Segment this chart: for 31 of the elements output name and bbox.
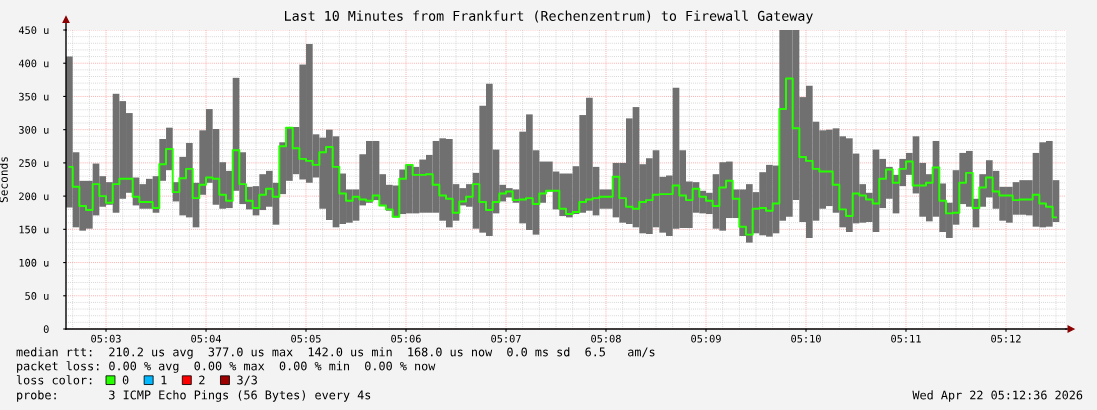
x-tick-label: 05:08 bbox=[591, 334, 621, 343]
chart-title: Last 10 Minutes from Frankfurt (Rechenzentrum) to Firewall Gateway bbox=[285, 10, 813, 24]
text: Wed Apr 22 05:12:36 2026 bbox=[912, 390, 1083, 402]
y-tick-label: 100 u bbox=[19, 258, 49, 267]
x-tick-label: 05:07 bbox=[491, 334, 521, 343]
y-axis-title: Seconds bbox=[0, 157, 8, 203]
x-tick-label: 05:03 bbox=[91, 334, 121, 343]
y-tick-label: 50 u bbox=[25, 292, 49, 300]
x-tick-label: 05:05 bbox=[291, 334, 321, 343]
x-tick-label: 05:10 bbox=[791, 334, 821, 343]
y-tick-label: 350 u bbox=[19, 92, 49, 101]
legend-label: 2 bbox=[199, 375, 205, 385]
legend-title: loss color: bbox=[16, 375, 92, 385]
x-tick-label: 05:09 bbox=[691, 334, 721, 343]
x-tick-label: 05:06 bbox=[391, 334, 421, 343]
y-tick-label: 0 bbox=[43, 325, 49, 334]
y-tick-label: 200 u bbox=[19, 192, 49, 201]
legend-label: 0 bbox=[122, 375, 129, 385]
text: median rtt: 210.2 us avg 377.0 us max 142.0 us min 168.0 us now 0.0 ms sd 6.5 am/s bbox=[16, 347, 655, 359]
text: packet loss: 0.00 % avg 0.00 % max 0.00 % min 0.00 % now bbox=[17, 361, 436, 373]
x-tick-label: 05:12 bbox=[991, 334, 1021, 343]
y-tick-label: 150 u bbox=[19, 225, 49, 234]
legend-label: 3/3 bbox=[237, 375, 257, 386]
x-tick-label: 05:11 bbox=[891, 334, 921, 343]
y-tick-label: 450 u bbox=[18, 26, 49, 35]
y-tick-label: 400 u bbox=[18, 59, 49, 68]
y-tick-label: 300 u bbox=[19, 125, 49, 134]
legend-label: 1 bbox=[161, 375, 167, 385]
text: probe: 3 ICMP Echo Pings (56 Bytes) every 4s bbox=[17, 390, 371, 402]
x-tick-label: 05:04 bbox=[191, 334, 222, 343]
y-tick-label: 250 u bbox=[19, 159, 49, 167]
